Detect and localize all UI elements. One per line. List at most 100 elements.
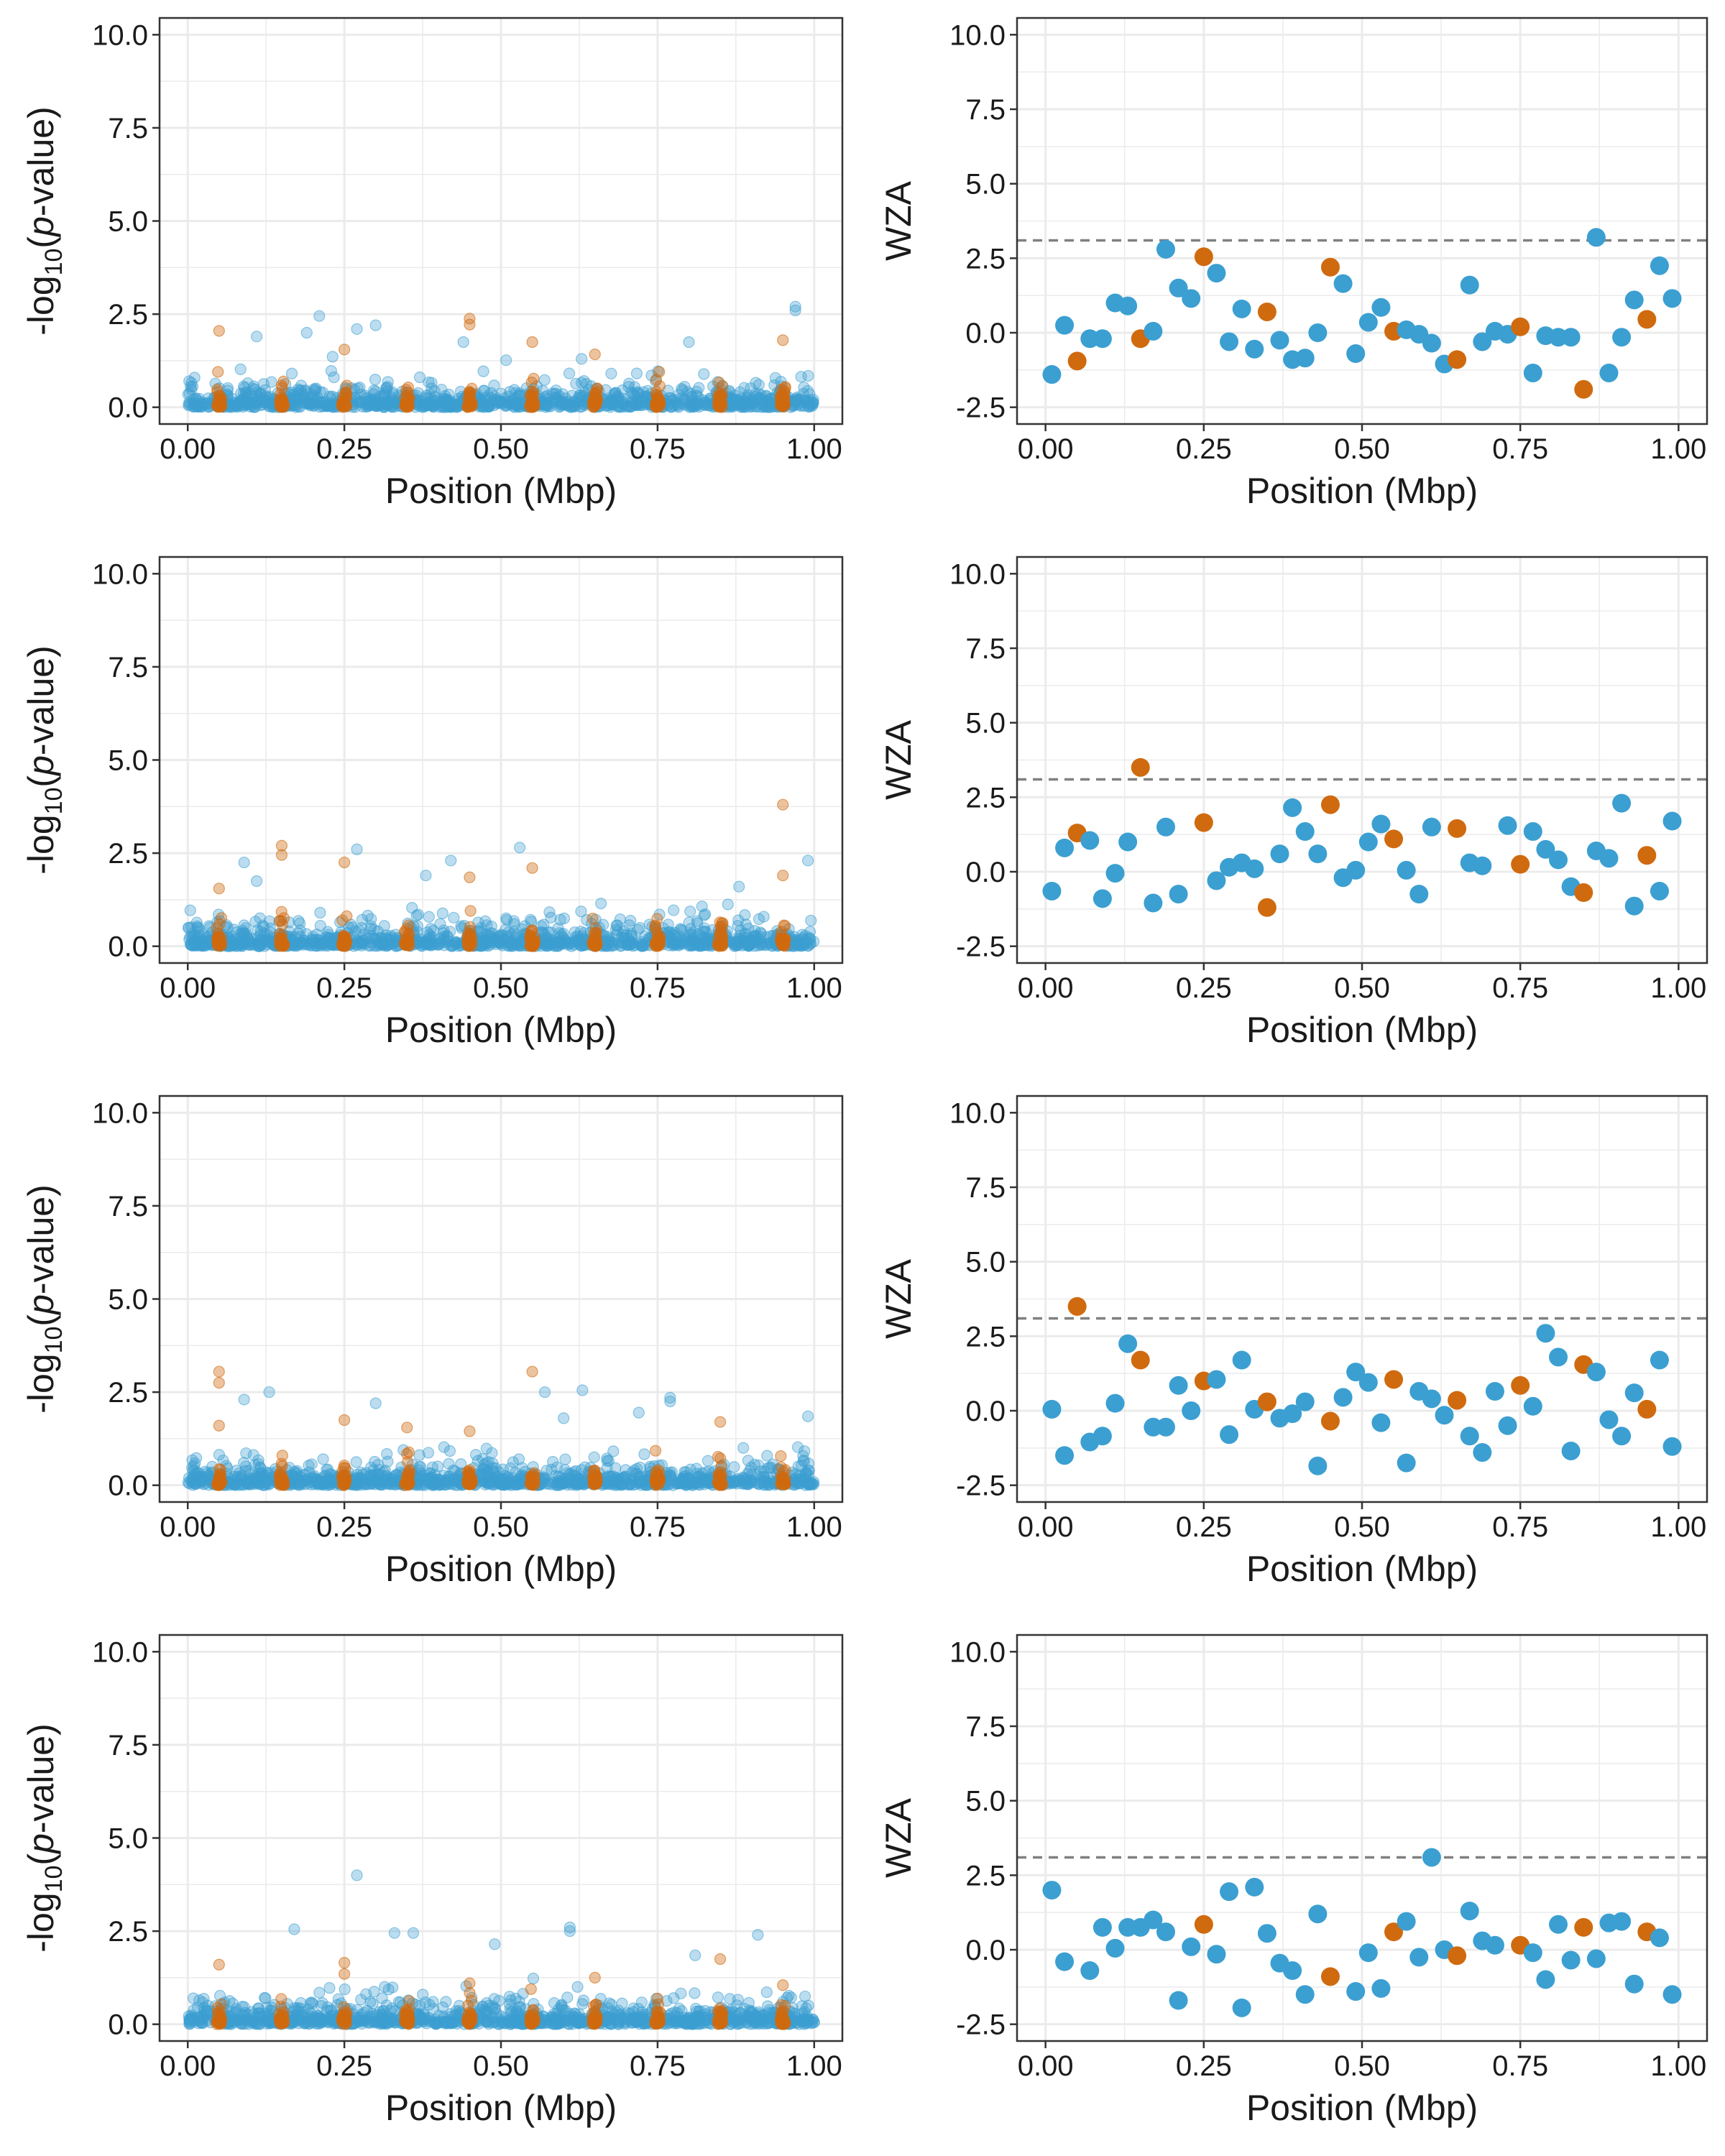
snp-point bbox=[668, 904, 680, 916]
snp-point bbox=[807, 394, 819, 406]
window-point bbox=[1435, 1406, 1454, 1425]
selected-window-point bbox=[1448, 819, 1467, 838]
selected-snp-point bbox=[649, 1445, 662, 1457]
selected-window-point bbox=[1131, 1350, 1150, 1370]
selected-window-point bbox=[1637, 846, 1657, 865]
panel-row2-left: 0.00 0.25 0.50 0.75 1.000.02.55.07.510.0Posi… bbox=[21, 556, 844, 1050]
snp-point bbox=[683, 336, 695, 349]
window-point bbox=[1624, 1383, 1644, 1403]
snp-point bbox=[245, 937, 258, 950]
data-points bbox=[182, 300, 819, 413]
selected-window-point bbox=[1384, 1370, 1404, 1389]
window-point bbox=[1460, 275, 1479, 295]
y-tick-label: 10.0 bbox=[949, 1097, 1006, 1129]
y-axis-title: -log10(p-value) bbox=[21, 106, 68, 336]
selected-snp-point bbox=[273, 935, 285, 947]
snp-point bbox=[185, 939, 197, 951]
y-tick-label: -2.5 bbox=[956, 392, 1006, 424]
snp-point bbox=[739, 909, 751, 921]
snp-point bbox=[617, 1478, 630, 1491]
window-point bbox=[1536, 1324, 1555, 1343]
y-title-part: -value) bbox=[21, 106, 61, 216]
snp-point bbox=[728, 1461, 740, 1473]
snp-point bbox=[546, 1463, 558, 1475]
snp-point bbox=[238, 856, 250, 869]
x-tick-label: 1.00 bbox=[1650, 972, 1706, 1004]
snp-point bbox=[610, 387, 622, 399]
x-tick-label: 0.25 bbox=[316, 972, 372, 1004]
selected-window-point bbox=[1320, 257, 1340, 277]
snp-point bbox=[790, 392, 802, 405]
snp-point bbox=[325, 365, 337, 377]
x-tick-label: 1.00 bbox=[1650, 433, 1706, 465]
snp-point bbox=[368, 384, 380, 397]
y-title-part: -log bbox=[21, 814, 61, 874]
selected-snp-point bbox=[526, 862, 538, 874]
snp-point bbox=[185, 377, 198, 389]
x-tick-label: 1.00 bbox=[786, 433, 842, 465]
y-axis-title: WZA bbox=[878, 1258, 919, 1339]
selected-snp-point bbox=[525, 937, 538, 949]
y-title-subscript: 10 bbox=[40, 788, 68, 815]
snp-point bbox=[238, 1393, 250, 1406]
selected-snp-point bbox=[400, 937, 412, 949]
y-tick-label: 0.0 bbox=[108, 1470, 148, 1502]
snp-point bbox=[448, 911, 460, 924]
window-point bbox=[1662, 289, 1682, 308]
selected-window-point bbox=[1067, 1296, 1087, 1316]
snp-point bbox=[620, 1464, 632, 1476]
snp-point bbox=[630, 399, 643, 411]
snp-point bbox=[185, 921, 198, 934]
window-point bbox=[1599, 1410, 1619, 1429]
window-point bbox=[1586, 228, 1606, 247]
snp-point bbox=[356, 913, 368, 926]
selected-snp-point bbox=[777, 798, 789, 811]
selected-snp-point bbox=[215, 912, 228, 924]
snp-point bbox=[554, 931, 566, 944]
y-tick-label: 2.5 bbox=[965, 782, 1006, 814]
snp-point bbox=[363, 939, 375, 952]
selected-snp-point bbox=[653, 395, 666, 407]
snp-point bbox=[605, 367, 617, 379]
window-point bbox=[1371, 298, 1391, 317]
snp-point bbox=[294, 1477, 306, 1489]
snp-point bbox=[614, 913, 626, 926]
snp-point bbox=[541, 933, 553, 945]
y-title-italic: p bbox=[21, 1294, 61, 1316]
y-tick-label: 2.5 bbox=[965, 243, 1006, 275]
snp-point bbox=[789, 304, 801, 317]
window-point bbox=[1409, 885, 1429, 904]
snp-point bbox=[422, 1475, 434, 1488]
selected-snp-point bbox=[402, 400, 415, 412]
window-point bbox=[1169, 1376, 1188, 1395]
snp-point bbox=[429, 391, 441, 403]
selected-snp-point bbox=[214, 1464, 227, 1476]
y-title-part: -value) bbox=[21, 1184, 61, 1294]
x-tick-label: 0.25 bbox=[316, 1511, 372, 1543]
snp-point bbox=[350, 395, 362, 407]
y-tick-label: 10.0 bbox=[92, 1097, 148, 1129]
selected-window-point bbox=[1131, 757, 1150, 777]
snp-point bbox=[451, 398, 464, 410]
snp-point bbox=[799, 1445, 811, 1457]
selected-snp-point bbox=[589, 396, 601, 408]
selected-snp-point bbox=[716, 939, 728, 952]
y-axis-title: -log10(p-value) bbox=[21, 645, 68, 875]
snp-point bbox=[568, 400, 580, 413]
x-tick-label: 0.00 bbox=[1018, 433, 1074, 465]
y-tick-label: 0.0 bbox=[965, 1396, 1006, 1427]
snp-point bbox=[743, 933, 755, 945]
y-tick-label: 10.0 bbox=[92, 19, 148, 51]
window-point bbox=[1473, 856, 1492, 875]
selected-snp-point bbox=[401, 1473, 413, 1485]
snp-point bbox=[237, 1479, 249, 1491]
snp-point bbox=[314, 920, 326, 932]
snp-point bbox=[666, 1466, 678, 1478]
window-point bbox=[1662, 811, 1682, 831]
snp-point bbox=[696, 394, 709, 406]
snp-point bbox=[525, 913, 537, 926]
snp-point bbox=[631, 386, 643, 398]
y-axis-title: WZA bbox=[878, 719, 919, 800]
window-point bbox=[1498, 1416, 1517, 1435]
window-point bbox=[1245, 339, 1264, 359]
